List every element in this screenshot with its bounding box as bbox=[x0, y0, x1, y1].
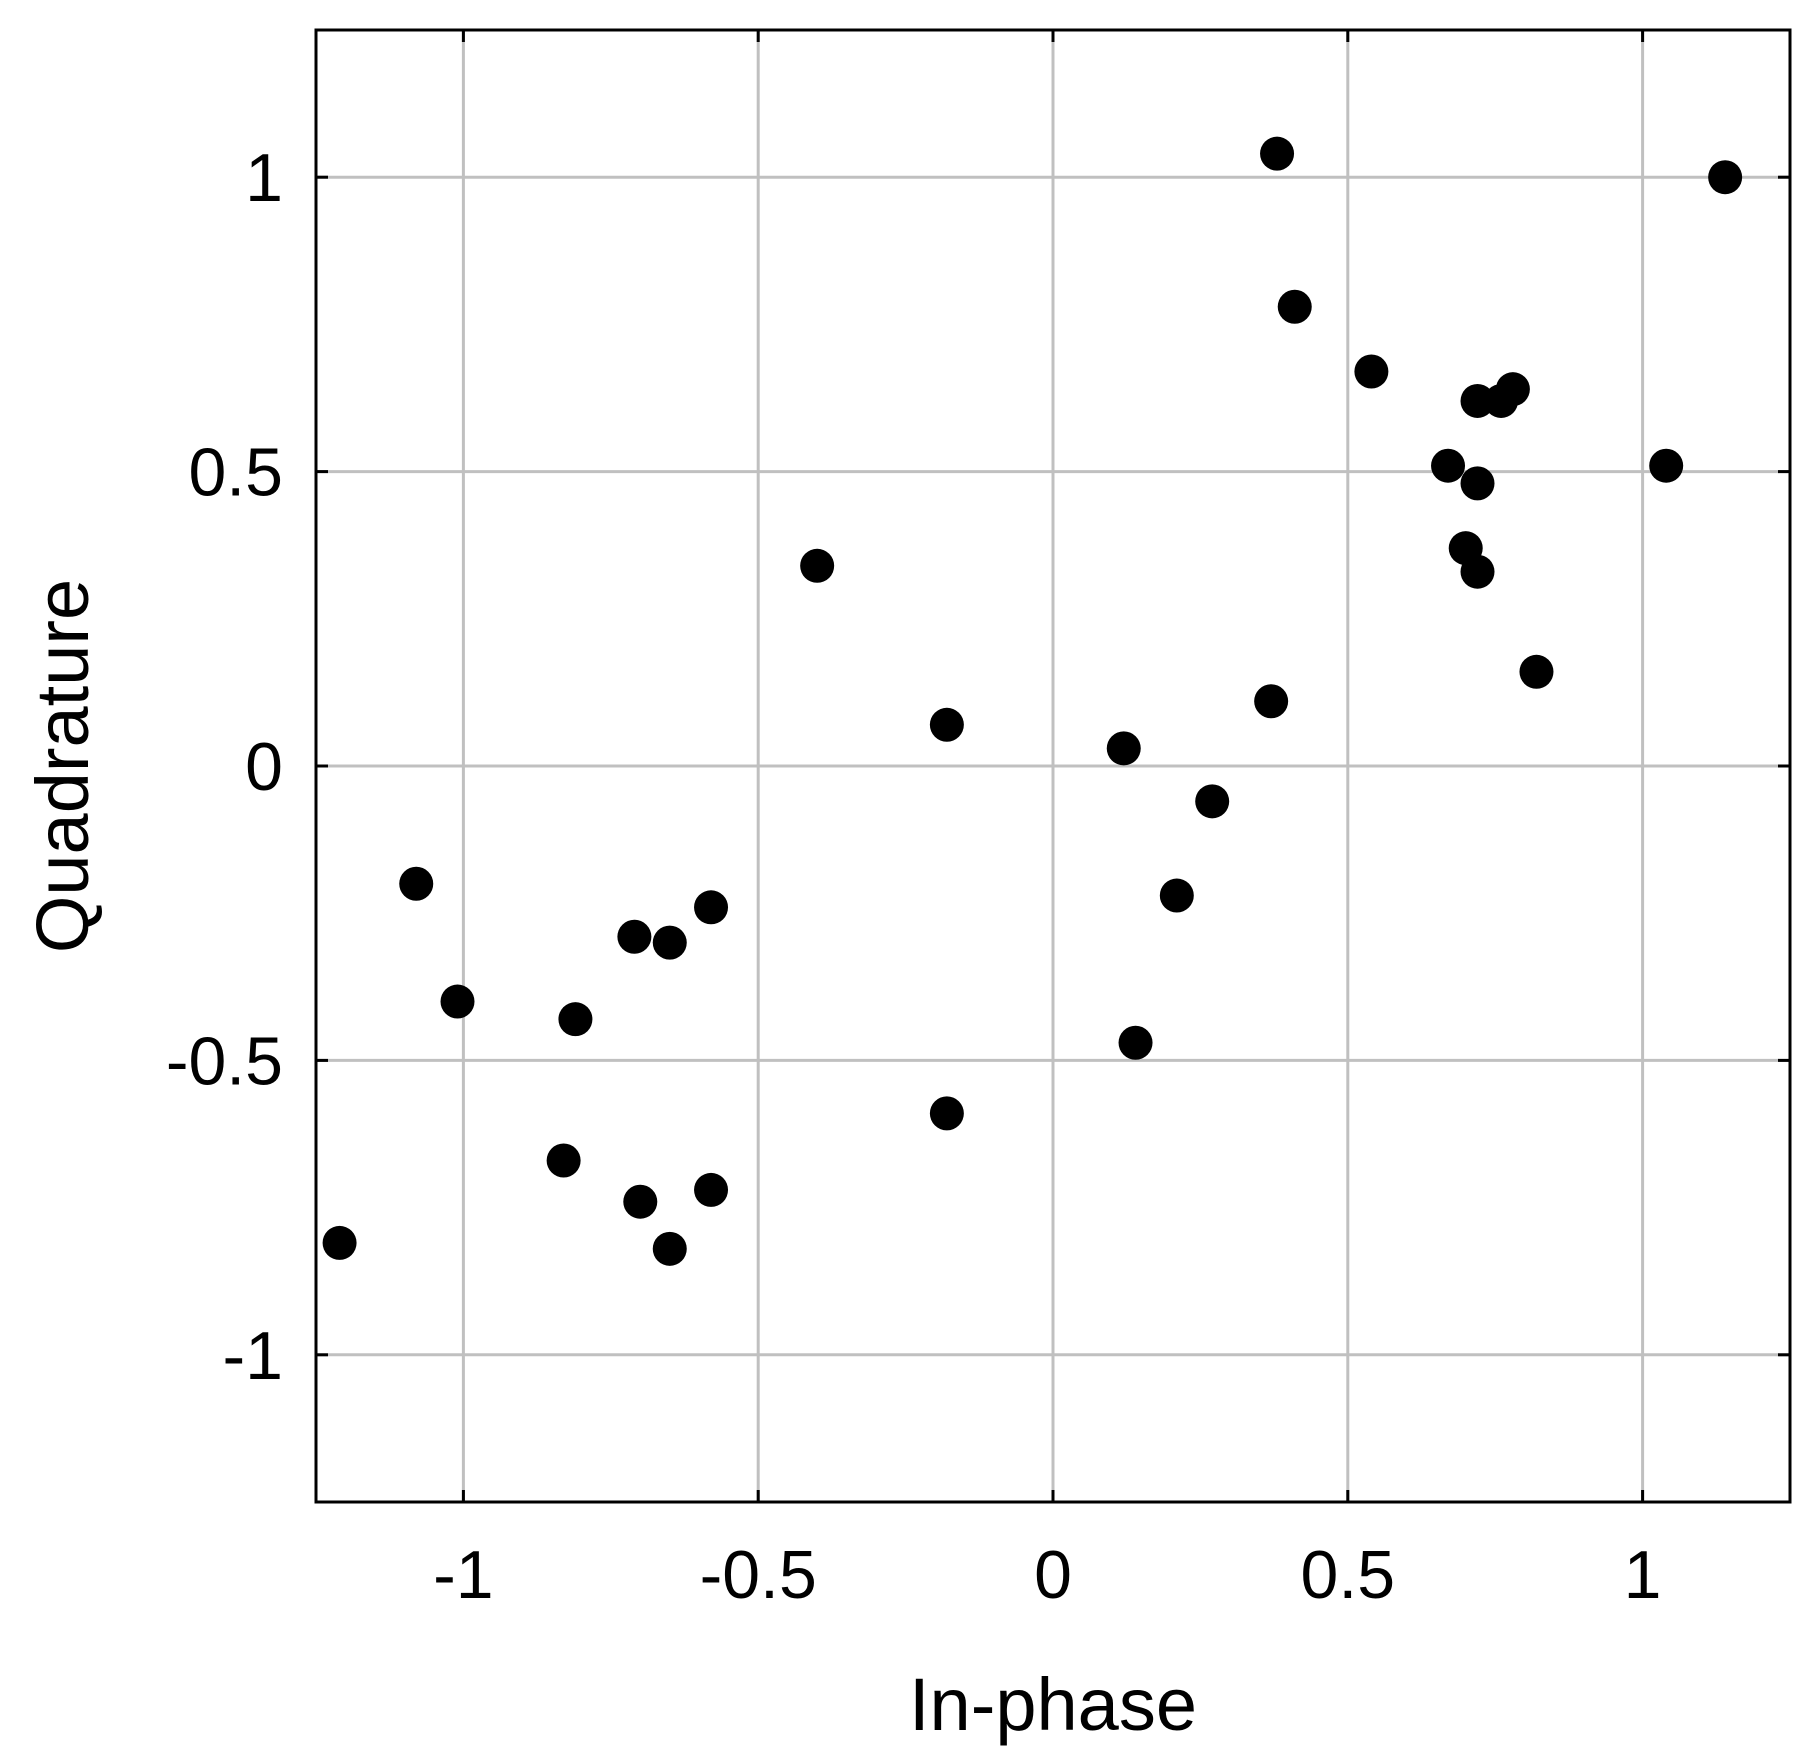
data-point bbox=[1460, 383, 1495, 418]
y-tick-label: 0.5 bbox=[188, 435, 283, 511]
x-tick-labels: -1 -0.5 0 0.5 1 bbox=[433, 1537, 1661, 1613]
data-point bbox=[1159, 878, 1194, 913]
data-point bbox=[1431, 448, 1466, 483]
data-point bbox=[929, 707, 964, 742]
grid bbox=[316, 30, 1790, 1502]
y-tick-label: -1 bbox=[223, 1318, 283, 1394]
data-point bbox=[1460, 554, 1495, 589]
data-points bbox=[322, 136, 1743, 1266]
data-point bbox=[1354, 354, 1389, 389]
data-point bbox=[440, 984, 475, 1019]
data-point bbox=[399, 866, 434, 901]
data-point bbox=[929, 1096, 964, 1131]
data-point bbox=[558, 1002, 593, 1037]
plot-frame bbox=[314, 28, 1792, 1504]
data-point bbox=[1254, 684, 1289, 719]
data-point bbox=[1277, 289, 1312, 324]
y-axis-label: Quadrature bbox=[21, 579, 104, 953]
data-point bbox=[652, 925, 687, 960]
y-tick-label: -0.5 bbox=[166, 1023, 283, 1099]
data-point bbox=[546, 1143, 581, 1178]
data-point bbox=[694, 1172, 729, 1207]
data-point bbox=[1260, 136, 1295, 171]
data-point bbox=[1460, 466, 1495, 501]
data-point bbox=[1195, 784, 1230, 819]
x-tick-label: 1 bbox=[1624, 1537, 1662, 1613]
data-point bbox=[1106, 731, 1141, 766]
data-point bbox=[1519, 654, 1554, 689]
tick-marks bbox=[316, 30, 1790, 1502]
data-point bbox=[800, 548, 835, 583]
data-point bbox=[1649, 448, 1684, 483]
data-point bbox=[694, 890, 729, 925]
x-tick-label: -0.5 bbox=[700, 1537, 817, 1613]
data-point bbox=[1708, 160, 1743, 195]
data-point bbox=[623, 1184, 658, 1219]
y-tick-label: 1 bbox=[245, 140, 283, 216]
y-tick-labels: -1 -0.5 0 0.5 1 bbox=[166, 140, 283, 1394]
y-tick-label: 0 bbox=[245, 729, 283, 805]
data-point bbox=[1495, 372, 1530, 407]
x-axis-label: In-phase bbox=[909, 1663, 1197, 1746]
x-tick-label: 0 bbox=[1034, 1537, 1072, 1613]
data-point bbox=[322, 1225, 357, 1260]
x-tick-label: -1 bbox=[433, 1537, 493, 1613]
data-point bbox=[617, 919, 652, 954]
data-point bbox=[652, 1231, 687, 1266]
x-tick-label: 0.5 bbox=[1301, 1537, 1396, 1613]
data-point bbox=[1118, 1025, 1153, 1060]
